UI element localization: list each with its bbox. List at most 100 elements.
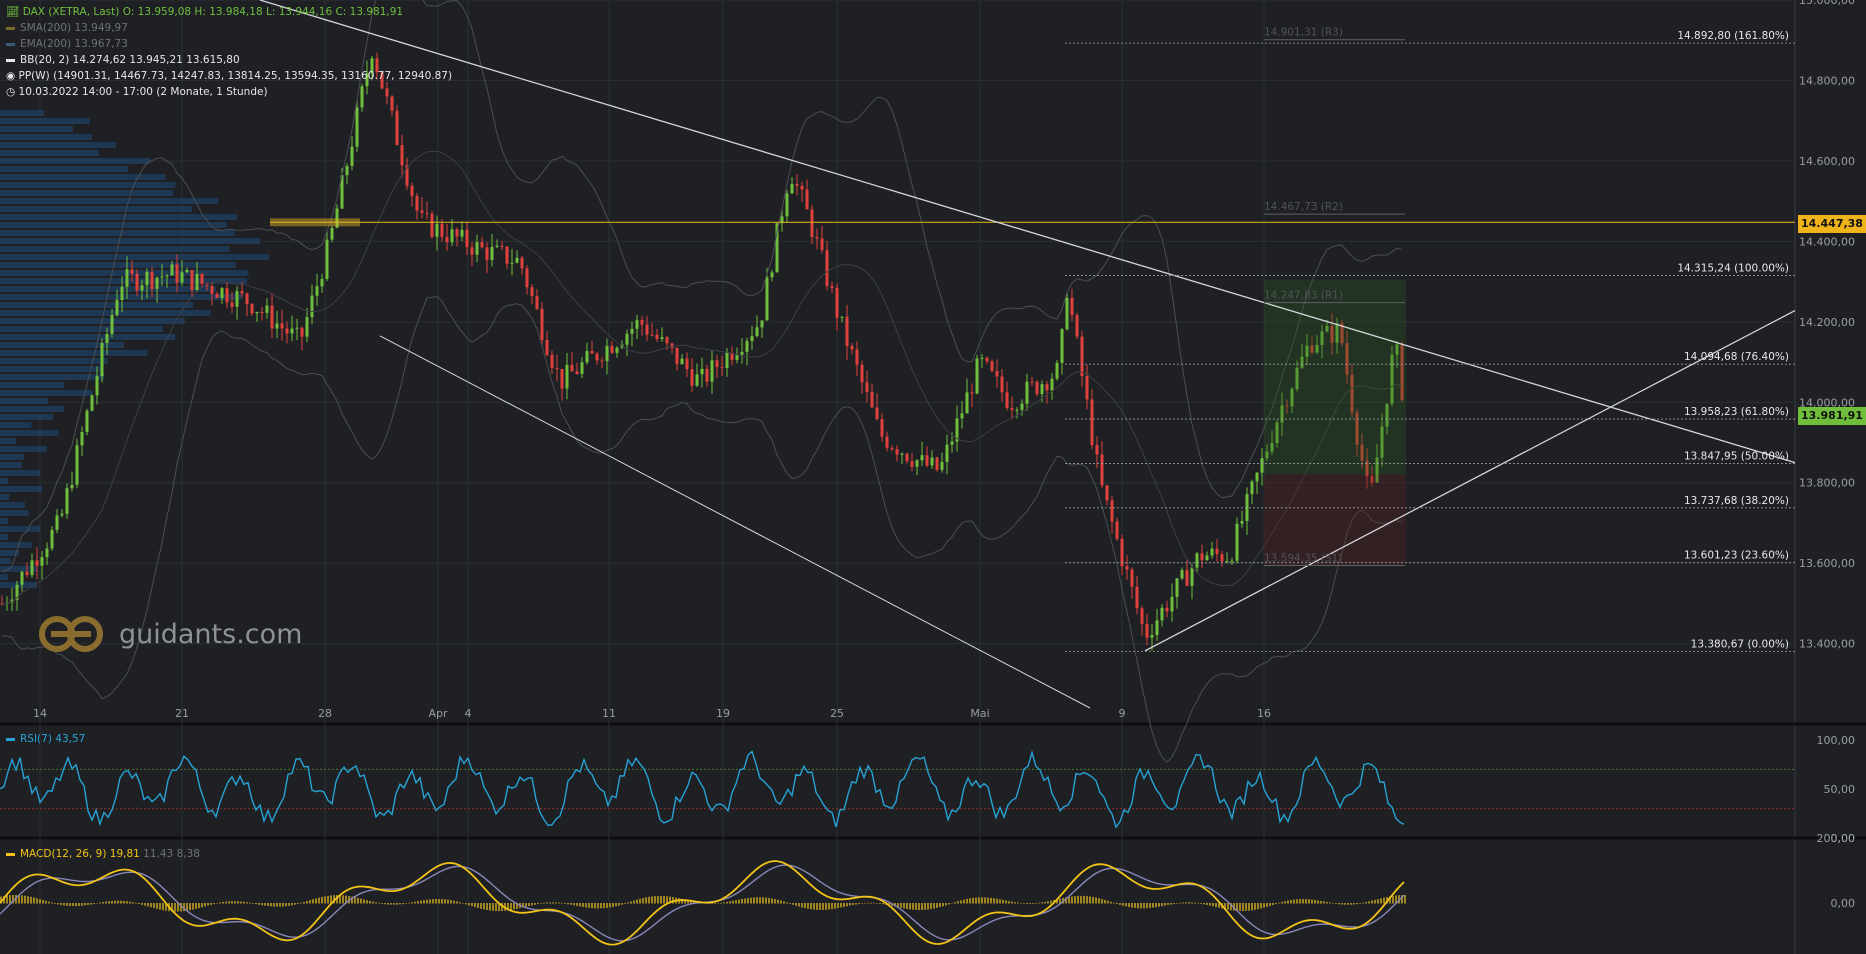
macd-histogram-bar [1104,899,1106,904]
candle-body [445,236,449,243]
candle-body [960,413,964,419]
macd-histogram-bar [1005,900,1007,904]
macd-histogram-bar [456,901,458,904]
macd-histogram-bar [1167,903,1169,906]
macd-histogram-bar [642,898,644,904]
macd-histogram-bar [3,895,5,904]
macd-histogram-bar [1371,900,1373,904]
macd-histogram-bar [852,903,854,906]
volume-profile-bar [0,158,151,164]
volume-profile-bar [0,422,32,428]
macd-histogram-bar [231,901,233,904]
macd-histogram-bar [387,903,389,905]
candle-body [1125,566,1129,570]
candle-body [510,262,514,264]
macd-histogram-bar [813,903,815,910]
macd-histogram-bar [243,901,245,904]
macd-histogram-bar [375,902,377,904]
candle-body [1370,476,1374,483]
candle-body [1120,538,1124,567]
candle-body [60,513,64,516]
macd-histogram-bar [1293,899,1295,904]
macd-histogram-bar [429,899,431,904]
macd-histogram-bar [459,902,461,904]
candle-body [1090,399,1094,446]
macd-histogram-bar [51,902,53,904]
candle-body [130,269,134,274]
macd-histogram-bar [240,901,242,904]
macd-histogram-bar [1257,903,1259,910]
fibonacci-level-label: 13.847,95 (50.00%) [1684,450,1789,462]
macd-histogram-bar [942,903,944,907]
macd-histogram-bar [498,903,500,912]
macd-histogram-bar [468,903,470,906]
candle-body [505,246,509,264]
legend-bb: BB(20, 2) 14.274,62 13.945,21 13.615,80 [6,54,240,67]
macd-histogram-bar [639,898,641,904]
volume-profile-bar [0,222,227,228]
macd-histogram-bar [945,903,947,906]
candle-body [1305,345,1309,357]
macd-histogram-bar [138,903,140,904]
macd-histogram-bar [1023,903,1025,904]
time-tick-label: 16 [1257,707,1271,720]
candle-body [1270,443,1274,452]
candle-body [825,250,829,287]
macd-histogram-bar [1068,896,1070,904]
macd-histogram-bar [45,900,47,904]
macd-histogram-bar [438,898,440,904]
candle-body [790,184,794,194]
macd-histogram-bar [207,903,209,906]
candle-body [1400,344,1404,400]
candle-body [720,367,724,369]
macd-histogram-bar [936,903,938,908]
macd-histogram-bar [1095,897,1097,904]
macd-histogram-bar [981,897,983,904]
macd-histogram-bar [105,901,107,904]
macd-histogram-bar [1128,903,1130,908]
pivot-level-label: 13.594,35 (S1) [1264,552,1342,564]
candle-body [190,270,194,291]
macd-histogram-bar [648,896,650,904]
candle-body [1150,635,1154,638]
macd-histogram-bar [1050,900,1052,904]
macd-histogram-bar [36,898,38,904]
macd-histogram-bar [1179,902,1181,904]
candle-body [1095,445,1099,455]
volume-profile-bar [0,566,38,572]
macd-histogram-bar [306,901,308,904]
macd-histogram-bar [147,903,149,907]
candle-body [940,461,944,470]
macd-histogram-bar [1098,898,1100,904]
macd-histogram-bar [1173,903,1175,905]
candle-body [365,73,369,87]
candle-body [700,368,704,375]
macd-histogram-bar [660,895,662,904]
candle-body [765,277,769,321]
macd-histogram-bar [1299,899,1301,904]
macd-histogram-bar [837,903,839,909]
candle-body [1295,367,1299,390]
candle-body [1155,620,1159,636]
candle-body [640,319,644,325]
macd-histogram-bar [327,895,329,904]
macd-histogram-bar [1089,896,1091,904]
watermark-text: guidants.com [119,618,303,650]
macd-histogram-bar [1107,900,1109,904]
candle-body [1205,555,1209,561]
candle-body [780,216,784,224]
macd-histogram-bar [426,899,428,904]
macd-histogram-bar [1287,900,1289,904]
candle-body [320,279,324,287]
candle-body [230,302,234,307]
macd-histogram-bar [774,899,776,904]
candle-body [1250,481,1254,495]
candle-body [155,277,159,289]
macd-histogram-bar [1092,896,1094,904]
macd-histogram-bar [312,899,314,904]
candle-body [540,308,544,340]
macd-histogram-bar [909,903,911,910]
macd-histogram-bar [801,903,803,908]
candle-body [1025,381,1029,404]
